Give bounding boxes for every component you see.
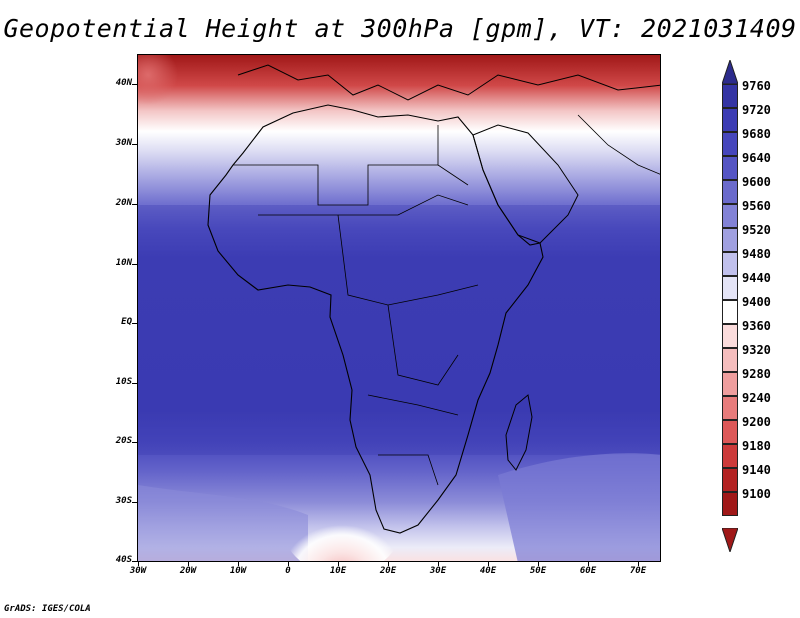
- colorbar-swatch: [722, 276, 738, 300]
- madagascar: [505, 394, 533, 471]
- x-tick: [438, 562, 439, 566]
- lon-label: 10E: [329, 566, 347, 576]
- colorbar-level-label: 9480: [742, 247, 771, 261]
- colorbar-level-label: 9640: [742, 151, 771, 165]
- colorbar-level-label: 9280: [742, 367, 771, 381]
- colorbar-level-label: 9520: [742, 223, 771, 237]
- colorbar-level-label: 9600: [742, 175, 771, 189]
- colorbar-swatch: [722, 444, 738, 468]
- colorbar-swatch: [722, 468, 738, 492]
- x-tick: [188, 562, 189, 566]
- lat-label: 30N: [115, 138, 132, 148]
- colorbar-swatch: [722, 228, 738, 252]
- africa-coastline: [207, 104, 544, 534]
- lon-label: 60E: [579, 566, 597, 576]
- colorbar-level-label: 9240: [742, 391, 771, 405]
- map-plot-area: [137, 54, 661, 562]
- colorbar-level-label: 9140: [742, 463, 771, 477]
- lon-label: 20W: [179, 566, 197, 576]
- colorbar-swatch: [722, 324, 738, 348]
- y-tick: [132, 323, 137, 324]
- colorbar-level-label: 9440: [742, 271, 771, 285]
- colorbar-swatch: [722, 204, 738, 228]
- lat-label: 30S: [115, 496, 132, 506]
- colorbar-swatch: [722, 300, 738, 324]
- colorbar-swatch: [722, 252, 738, 276]
- lon-label: 70E: [629, 566, 647, 576]
- lat-label: 40N: [115, 78, 132, 88]
- x-tick: [288, 562, 289, 566]
- y-tick: [132, 561, 137, 562]
- map-title: Geopotential Height at 300hPa [gpm], VT:…: [3, 14, 797, 43]
- lon-label: 0: [285, 566, 291, 576]
- colorbar-min-arrow: [722, 528, 738, 552]
- colorbar-level-label: 9680: [742, 127, 771, 141]
- colorbar-swatch: [722, 84, 738, 108]
- y-tick: [132, 502, 137, 503]
- lat-label: 40S: [115, 555, 132, 565]
- y-tick: [132, 383, 137, 384]
- geopotential-height-field: [138, 55, 660, 561]
- lat-label: 20S: [115, 436, 132, 446]
- footer-credit: GrADS: IGES/COLA: [4, 604, 91, 614]
- colorbar-swatch: [722, 420, 738, 444]
- colorbar-level-label: 9180: [742, 439, 771, 453]
- x-tick: [138, 562, 139, 566]
- colorbar-level-label: 9100: [742, 487, 771, 501]
- colorbar-swatch: [722, 396, 738, 420]
- colorbar-swatch: [722, 180, 738, 204]
- colorbar-level-label: 9400: [742, 295, 771, 309]
- lon-label: 20E: [379, 566, 397, 576]
- colorbar-level-label: 9200: [742, 415, 771, 429]
- lat-label: EQ: [121, 317, 132, 327]
- lon-label: 40E: [479, 566, 497, 576]
- colorbar-swatch: [722, 132, 738, 156]
- y-tick: [132, 144, 137, 145]
- x-tick: [488, 562, 489, 566]
- colorbar-max-arrow: [722, 60, 738, 84]
- colorbar-level-label: 9720: [742, 103, 771, 117]
- lat-label: 10N: [115, 258, 132, 268]
- y-tick: [132, 204, 137, 205]
- y-tick: [132, 442, 137, 443]
- lon-label: 50E: [529, 566, 547, 576]
- colorbar-level-label: 9360: [742, 319, 771, 333]
- colorbar-swatch: [722, 108, 738, 132]
- x-tick: [338, 562, 339, 566]
- y-tick: [132, 84, 137, 85]
- colorbar-swatch: [722, 492, 738, 516]
- colorbar-level-label: 9560: [742, 199, 771, 213]
- colorbar-swatch: [722, 156, 738, 180]
- x-tick: [538, 562, 539, 566]
- lon-label: 10W: [229, 566, 247, 576]
- x-tick: [238, 562, 239, 566]
- colorbar-swatch: [722, 348, 738, 372]
- x-tick: [388, 562, 389, 566]
- x-tick: [638, 562, 639, 566]
- lon-label: 30W: [129, 566, 147, 576]
- lat-label: 10S: [115, 377, 132, 387]
- colorbar-level-label: 9320: [742, 343, 771, 357]
- colorbar-level-label: 9760: [742, 79, 771, 93]
- y-tick: [132, 264, 137, 265]
- colorbar-swatch: [722, 372, 738, 396]
- lat-label: 20N: [115, 198, 132, 208]
- lon-label: 30E: [429, 566, 447, 576]
- x-tick: [588, 562, 589, 566]
